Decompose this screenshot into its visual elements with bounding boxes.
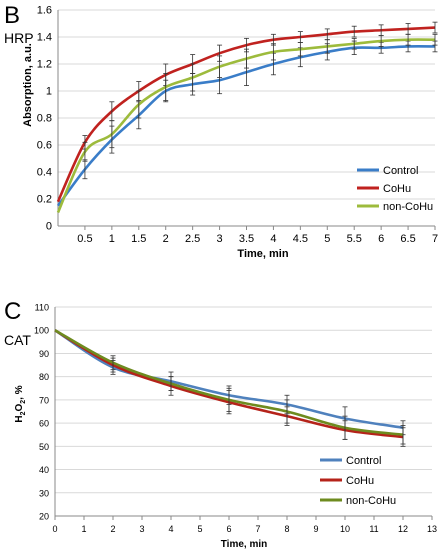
y-tick-label: 110 — [35, 303, 49, 313]
y-tick-label: 1.4 — [37, 32, 52, 44]
legend-label: non-CoHu — [383, 201, 433, 213]
x-tick-label: 0 — [52, 524, 57, 534]
x-tick-label: 8 — [284, 524, 289, 534]
x-tick-label: 1 — [109, 233, 115, 245]
x-tick-label: 4.5 — [293, 233, 308, 245]
x-tick-label: 5.5 — [347, 233, 362, 245]
y-tick-label: 80 — [39, 372, 49, 382]
x-tick-label: 5 — [197, 524, 202, 534]
y-tick-label: 20 — [39, 512, 49, 522]
x-tick-label: 6 — [378, 233, 384, 245]
y-tick-label: 70 — [39, 395, 49, 405]
x-tick-label: 5 — [324, 233, 330, 245]
y-tick-label: 100 — [34, 326, 49, 336]
x-tick-label: 12 — [398, 524, 408, 534]
x-tick-label: 1.5 — [131, 233, 146, 245]
x-axis-label-c: Time, min — [221, 539, 268, 550]
y-tick-label: 0.2 — [37, 194, 52, 206]
legend-label: CoHu — [383, 183, 411, 195]
chart-panel-b: B HRP Absorption, a.u. Time, min 0 0.2 0.4… — [0, 0, 444, 261]
x-tick-label: 7 — [432, 233, 438, 245]
x-tick-label: 9 — [313, 524, 318, 534]
legend-label: CoHu — [346, 475, 374, 487]
x-tick-label: 6.5 — [400, 233, 415, 245]
x-tick-label: 4 — [168, 524, 173, 534]
chart-panel-c: C CAT H2O2, % Time, min 20 30 40 50 60 70 80 90… — [0, 298, 444, 550]
x-tick-label: 13 — [427, 524, 437, 534]
chart-b-svg: Absorption, a.u. Time, min 0 0.2 0.4 0.6 0.8… — [22, 5, 438, 261]
x-tick-label: 6 — [226, 524, 231, 534]
y-tick-label: 90 — [39, 349, 49, 359]
panel-tag-hrp: HRP — [4, 30, 34, 46]
x-tick-label: 3 — [139, 524, 144, 534]
panel-letter-b: B — [4, 2, 21, 29]
y-tick-label: 0.6 — [37, 140, 52, 152]
chart-c-svg: H2O2, % Time, min 2030405060708090100110… — [14, 303, 437, 550]
x-tick-label: 0.5 — [77, 233, 92, 245]
y-tick-label: 40 — [39, 465, 49, 475]
legend-label: Control — [346, 455, 381, 467]
x-tick-label: 2.5 — [185, 233, 200, 245]
legend-label: Control — [383, 165, 418, 177]
y-tick-label: 0.8 — [37, 113, 52, 125]
y-axis-label-c: H2O2, % — [14, 385, 27, 422]
y-tick-label: 30 — [39, 488, 49, 498]
x-tick-label: 2 — [110, 524, 115, 534]
y-tick-label: 0.4 — [37, 167, 52, 179]
x-tick-label: 3.5 — [239, 233, 254, 245]
x-tick-label: 1 — [81, 524, 86, 534]
x-tick-label: 11 — [369, 524, 378, 534]
y-tick-label: 1 — [46, 86, 52, 98]
legend-label: non-CoHu — [346, 495, 396, 507]
y-tick-label: 1.2 — [37, 59, 52, 71]
panel-tag-cat: CAT — [4, 332, 31, 348]
y-tick-label: 1.6 — [37, 5, 52, 17]
x-tick-label: 3 — [217, 233, 223, 245]
y-axis-label-b: Absorption, a.u. — [22, 43, 34, 127]
x-tick-label: 2 — [163, 233, 169, 245]
x-tick-label: 10 — [340, 524, 350, 534]
y-tick-label: 0 — [46, 221, 52, 233]
x-tick-label: 7 — [255, 524, 260, 534]
x-axis-label-b: Time, min — [237, 248, 288, 260]
series-line-cohu — [54, 329, 404, 439]
panel-letter-c: C — [4, 298, 22, 325]
x-tick-label: 4 — [270, 233, 276, 245]
y-tick-label: 60 — [39, 419, 49, 429]
y-tick-label: 50 — [39, 442, 49, 452]
